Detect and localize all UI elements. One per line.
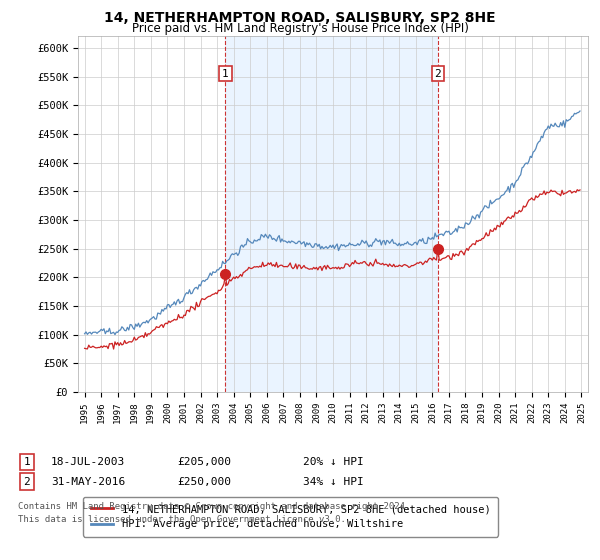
Text: 1: 1 <box>222 69 229 79</box>
Bar <box>226 36 438 392</box>
Text: Price paid vs. HM Land Registry's House Price Index (HPI): Price paid vs. HM Land Registry's House … <box>131 22 469 35</box>
Text: This data is licensed under the Open Government Licence v3.0.: This data is licensed under the Open Gov… <box>18 515 346 524</box>
Text: 1: 1 <box>23 457 31 467</box>
Text: 2: 2 <box>434 69 441 79</box>
Text: 2: 2 <box>23 477 31 487</box>
Legend: 14, NETHERHAMPTON ROAD, SALISBURY, SP2 8HE (detached house), HPI: Average price,: 14, NETHERHAMPTON ROAD, SALISBURY, SP2 8… <box>83 497 498 536</box>
Text: 34% ↓ HPI: 34% ↓ HPI <box>303 477 364 487</box>
Text: £205,000: £205,000 <box>177 457 231 467</box>
Text: £250,000: £250,000 <box>177 477 231 487</box>
Text: 18-JUL-2003: 18-JUL-2003 <box>51 457 125 467</box>
Text: 31-MAY-2016: 31-MAY-2016 <box>51 477 125 487</box>
Text: 20% ↓ HPI: 20% ↓ HPI <box>303 457 364 467</box>
Text: Contains HM Land Registry data © Crown copyright and database right 2024.: Contains HM Land Registry data © Crown c… <box>18 502 410 511</box>
Text: 14, NETHERHAMPTON ROAD, SALISBURY, SP2 8HE: 14, NETHERHAMPTON ROAD, SALISBURY, SP2 8… <box>104 11 496 25</box>
